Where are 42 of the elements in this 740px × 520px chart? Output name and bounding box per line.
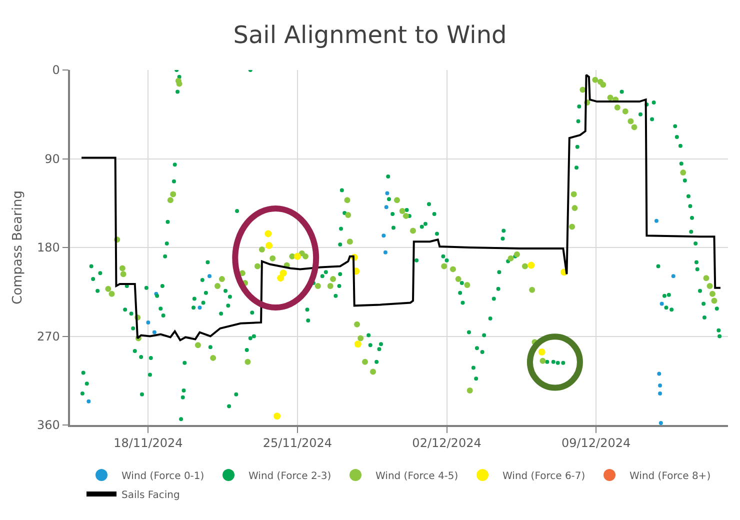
- y-axis-title: Compass Bearing: [10, 190, 26, 304]
- legend-label: Wind (Force 4-5): [376, 470, 458, 482]
- point: [658, 384, 662, 388]
- chart-title: Sail Alignment to Wind: [233, 20, 507, 49]
- legend-label: Wind (Force 6-7): [502, 470, 586, 482]
- x-tick-label: 25/11/2024: [262, 436, 332, 450]
- point: [658, 391, 662, 396]
- point: [152, 330, 156, 334]
- legend-label: Wind (Force 8+): [630, 470, 711, 482]
- legend-label: Wind (Force 0-1): [122, 470, 204, 482]
- point: [208, 274, 212, 278]
- point: [266, 242, 273, 250]
- point: [657, 372, 662, 376]
- point: [654, 218, 658, 223]
- point: [264, 230, 272, 238]
- point: [528, 262, 535, 269]
- point: [658, 421, 663, 425]
- x-tick-label: 09/12/2024: [561, 436, 631, 450]
- point: [384, 205, 388, 210]
- line-series: [80, 74, 722, 342]
- point: [198, 306, 202, 310]
- y-tick-label: 360: [36, 418, 60, 432]
- x-tick-label: 02/12/2024: [412, 436, 482, 450]
- y-tick-label: 270: [36, 329, 60, 344]
- point: [280, 270, 287, 277]
- y-tick-label: 180: [36, 240, 60, 255]
- point: [671, 274, 676, 278]
- point: [146, 320, 150, 324]
- point: [86, 399, 91, 404]
- point: [383, 250, 388, 254]
- legend-label: Sails Facing: [122, 490, 180, 501]
- point: [382, 234, 386, 238]
- x-tick-label: 18/11/2024: [114, 436, 183, 450]
- point: [385, 191, 390, 196]
- point: [274, 412, 281, 420]
- y-tick-label: 90: [44, 152, 60, 166]
- y-tick-label: 0: [52, 63, 60, 78]
- legend-label: Wind (Force 2-3): [248, 470, 332, 482]
- point: [538, 348, 546, 356]
- point: [660, 302, 664, 306]
- point: [354, 340, 362, 348]
- point: [294, 252, 301, 260]
